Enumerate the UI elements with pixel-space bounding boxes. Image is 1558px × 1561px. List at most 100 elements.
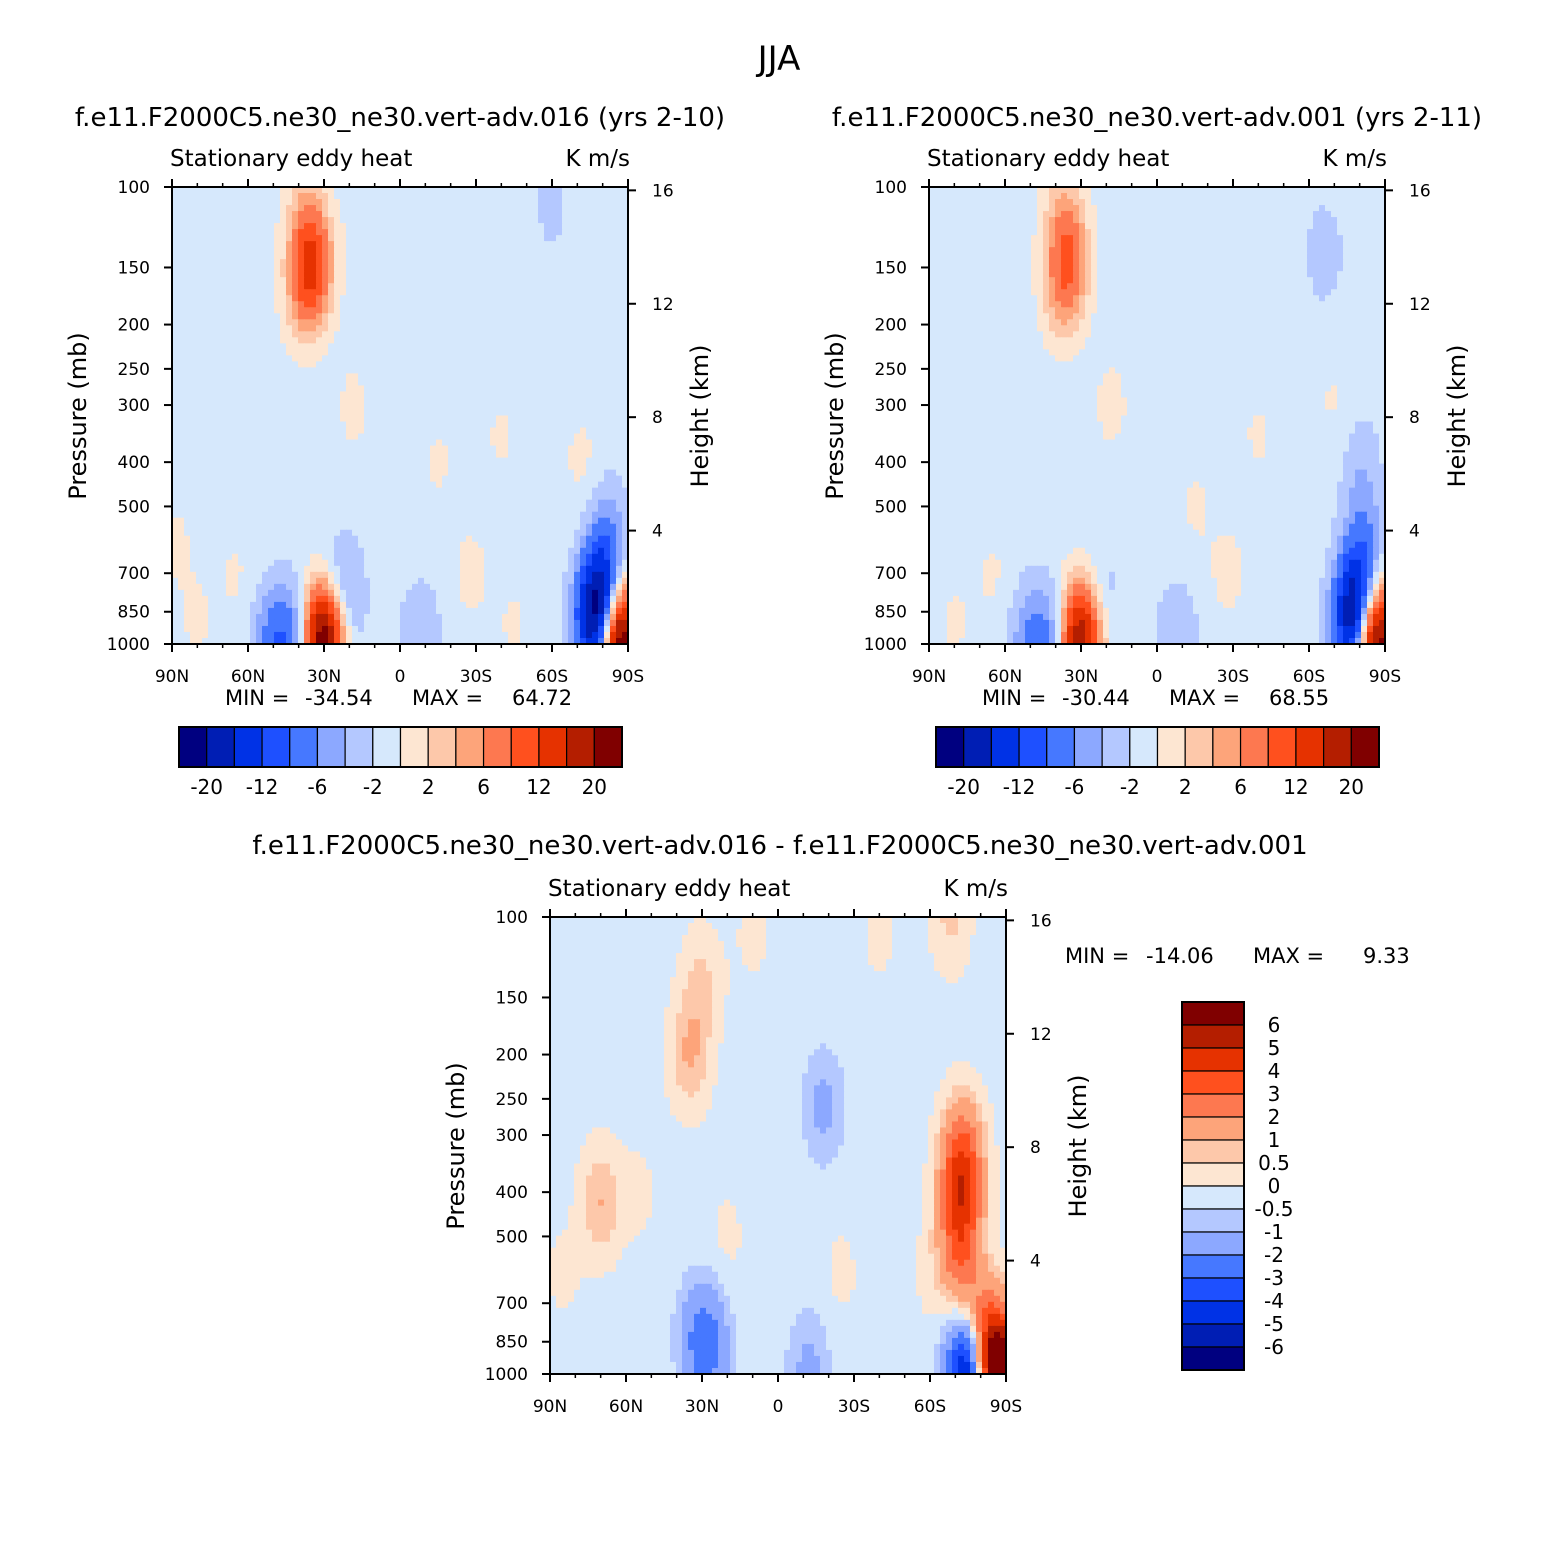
heat-cell bbox=[544, 451, 551, 459]
heat-cell bbox=[544, 523, 551, 531]
heat-cell bbox=[184, 295, 191, 302]
heat-cell bbox=[514, 481, 521, 489]
heat-cell bbox=[520, 565, 527, 573]
heat-cell bbox=[586, 565, 593, 573]
heat-cell bbox=[538, 199, 545, 206]
heat-cell bbox=[376, 409, 383, 417]
heat-cell bbox=[490, 559, 497, 567]
heat-cell bbox=[256, 295, 263, 302]
heat-cell bbox=[172, 421, 179, 429]
heat-cell bbox=[490, 265, 497, 272]
heat-cell bbox=[178, 547, 185, 555]
heat-cell bbox=[538, 445, 545, 453]
heat-cell bbox=[238, 319, 245, 326]
heat-cell bbox=[286, 277, 293, 284]
heat-cell bbox=[400, 445, 407, 453]
heat-cell bbox=[406, 493, 413, 501]
heat-cell bbox=[244, 361, 251, 368]
heat-cell bbox=[556, 253, 563, 260]
heat-cell bbox=[190, 505, 197, 513]
heat-cell bbox=[238, 541, 245, 549]
heat-cell bbox=[424, 445, 431, 453]
heat-cell bbox=[508, 307, 515, 314]
heat-cell bbox=[400, 271, 407, 278]
heat-cell bbox=[598, 463, 605, 471]
heat-cell bbox=[460, 283, 467, 290]
heat-cell bbox=[484, 535, 491, 543]
heat-cell bbox=[484, 391, 491, 399]
heat-cell bbox=[232, 439, 239, 447]
heat-cell bbox=[532, 337, 539, 344]
heat-cell bbox=[178, 505, 185, 513]
heat-cell bbox=[604, 235, 611, 242]
heat-cell bbox=[358, 457, 365, 465]
heat-cell bbox=[580, 241, 587, 248]
heat-cell bbox=[196, 457, 203, 465]
heat-cell bbox=[592, 271, 599, 278]
heat-cell bbox=[592, 409, 599, 417]
heat-cell bbox=[358, 331, 365, 338]
heat-cell bbox=[298, 253, 305, 260]
heat-cell bbox=[502, 391, 509, 399]
heat-cell bbox=[232, 547, 239, 555]
heat-cell bbox=[364, 571, 371, 579]
heat-cell bbox=[556, 559, 563, 567]
heat-cell bbox=[178, 403, 185, 411]
heat-cell bbox=[496, 391, 503, 399]
heat-cell bbox=[226, 247, 233, 254]
heat-cell bbox=[244, 517, 251, 525]
heat-cell bbox=[454, 265, 461, 272]
heat-cell bbox=[574, 571, 581, 579]
heat-cell bbox=[436, 295, 443, 302]
heat-cell bbox=[574, 433, 581, 441]
heat-cell bbox=[298, 265, 305, 272]
heat-cell bbox=[598, 487, 605, 495]
heat-cell bbox=[310, 553, 317, 561]
heat-cell bbox=[562, 385, 569, 393]
heat-cell bbox=[184, 319, 191, 326]
heat-cell bbox=[406, 373, 413, 381]
heat-cell bbox=[238, 253, 245, 260]
heat-cell bbox=[238, 463, 245, 471]
heat-cell bbox=[304, 259, 311, 266]
heat-cell bbox=[436, 427, 443, 435]
heat-cell bbox=[214, 535, 221, 543]
heat-cell bbox=[274, 349, 281, 356]
heat-cell bbox=[172, 367, 179, 374]
heat-cell bbox=[610, 301, 617, 308]
heat-cell bbox=[424, 355, 431, 362]
heat-cell bbox=[532, 313, 539, 320]
heat-cell bbox=[502, 535, 509, 543]
heat-cell bbox=[358, 295, 365, 302]
heat-cell bbox=[544, 469, 551, 477]
heat-cell bbox=[430, 217, 437, 224]
heat-cell bbox=[274, 403, 281, 411]
heat-cell bbox=[496, 265, 503, 272]
heat-cell bbox=[364, 361, 371, 368]
heat-cell bbox=[328, 277, 335, 284]
heat-cell bbox=[238, 187, 245, 194]
heat-cell bbox=[598, 283, 605, 290]
heat-cell bbox=[220, 499, 227, 507]
heat-cell bbox=[448, 457, 455, 465]
heat-cell bbox=[478, 397, 485, 405]
heat-cell bbox=[592, 451, 599, 459]
heat-cell bbox=[286, 493, 293, 501]
heat-cell bbox=[520, 481, 527, 489]
heat-cell bbox=[544, 349, 551, 356]
heat-cell bbox=[172, 439, 179, 447]
heat-cell bbox=[190, 313, 197, 320]
heat-cell bbox=[208, 277, 215, 284]
heat-cell bbox=[484, 499, 491, 507]
heat-cell bbox=[202, 535, 209, 543]
heat-cell bbox=[388, 235, 395, 242]
heat-cell bbox=[484, 427, 491, 435]
heat-cell bbox=[286, 235, 293, 242]
heat-cell bbox=[232, 505, 239, 513]
heat-cell bbox=[544, 565, 551, 573]
heat-cell bbox=[388, 241, 395, 248]
heat-cell bbox=[268, 307, 275, 314]
heat-cell bbox=[208, 337, 215, 344]
heat-cell bbox=[454, 235, 461, 242]
heat-cell bbox=[604, 415, 611, 423]
